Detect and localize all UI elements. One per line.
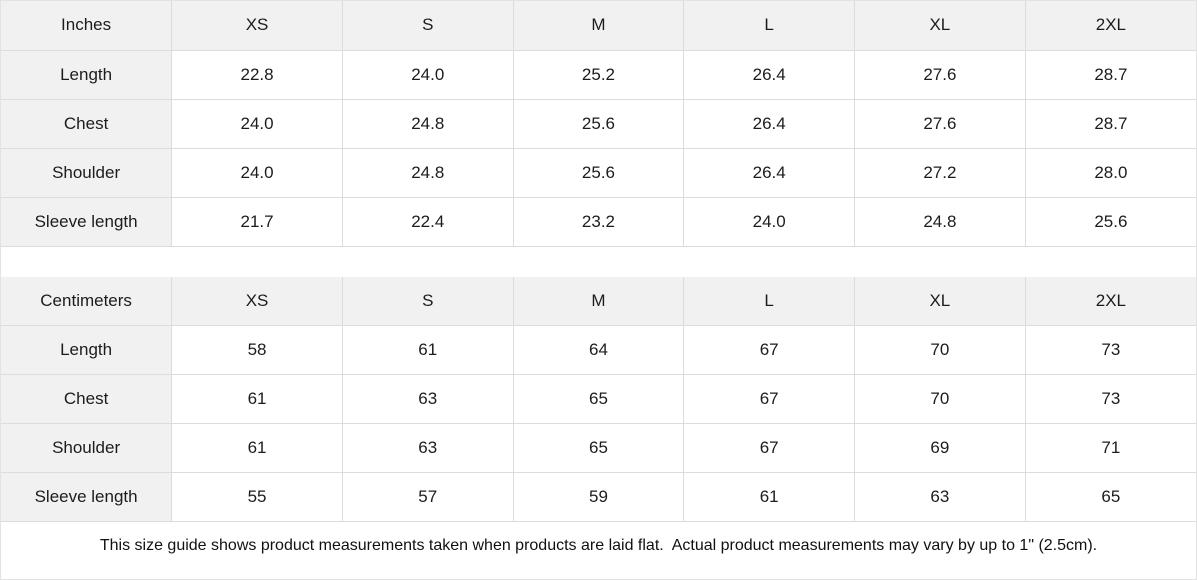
- table-header-row: Inches XS S M L XL 2XL: [1, 1, 1196, 51]
- table-row: Shoulder 61 63 65 67 69 71: [1, 423, 1196, 473]
- measurement-cell: 27.2: [854, 147, 1026, 198]
- measurement-cell: 71: [1024, 423, 1196, 473]
- table-row: Length 58 61 64 67 70 73: [1, 325, 1196, 375]
- measurement-cell: 23.2: [512, 196, 685, 247]
- measurement-cell: 63: [854, 472, 1026, 522]
- row-label: Chest: [1, 98, 173, 149]
- size-header: L: [683, 276, 856, 326]
- measurement-cell: 22.8: [171, 49, 343, 100]
- measurement-cell: 24.0: [683, 196, 856, 247]
- measurement-cell: 61: [171, 374, 343, 424]
- row-label: Length: [1, 49, 173, 100]
- measurement-cell: 24.0: [341, 49, 514, 100]
- table-row: Chest 24.0 24.8 25.6 26.4 27.6 28.7: [1, 98, 1196, 149]
- measurement-cell: 24.0: [171, 147, 343, 198]
- size-header: 2XL: [1024, 276, 1196, 326]
- measurement-cell: 21.7: [171, 196, 343, 247]
- row-label: Shoulder: [1, 423, 173, 473]
- measurement-cell: 25.2: [512, 49, 685, 100]
- measurement-cell: 69: [854, 423, 1026, 473]
- measurement-cell: 65: [1024, 472, 1196, 522]
- measurement-cell: 65: [512, 374, 685, 424]
- row-label: Chest: [1, 374, 173, 424]
- measurement-cell: 67: [683, 325, 856, 375]
- unit-header: Centimeters: [1, 276, 173, 326]
- measurement-cell: 70: [854, 325, 1026, 375]
- size-header: S: [341, 276, 514, 326]
- size-header: M: [512, 1, 685, 51]
- measurement-cell: 25.6: [512, 147, 685, 198]
- measurement-cell: 22.4: [341, 196, 514, 247]
- size-guide-note: This size guide shows product measuremen…: [99, 537, 1098, 554]
- table-row: Shoulder 24.0 24.8 25.6 26.4 27.2 28.0: [1, 147, 1196, 198]
- measurement-cell: 59: [512, 472, 685, 522]
- size-header: S: [341, 1, 514, 51]
- size-header: XL: [854, 276, 1026, 326]
- measurement-cell: 64: [512, 325, 685, 375]
- inches-table: Inches XS S M L XL 2XL Length 22.8 24.0 …: [1, 1, 1196, 247]
- measurement-cell: 63: [341, 374, 514, 424]
- row-label: Sleeve length: [1, 472, 173, 522]
- table-row: Sleeve length 55 57 59 61 63 65: [1, 472, 1196, 522]
- size-header: XL: [854, 1, 1026, 51]
- size-header: M: [512, 276, 685, 326]
- centimeters-table: Centimeters XS S M L XL 2XL Length 58 61…: [1, 276, 1196, 522]
- table-row: Sleeve length 21.7 22.4 23.2 24.0 24.8 2…: [1, 196, 1196, 247]
- measurement-cell: 26.4: [683, 98, 856, 149]
- measurement-cell: 28.0: [1024, 147, 1196, 198]
- measurement-cell: 26.4: [683, 147, 856, 198]
- table-header-row: Centimeters XS S M L XL 2XL: [1, 276, 1196, 326]
- table-spacer: [1, 246, 1196, 277]
- measurement-cell: 57: [341, 472, 514, 522]
- measurement-cell: 24.8: [854, 196, 1026, 247]
- measurement-cell: 63: [341, 423, 514, 473]
- measurement-cell: 28.7: [1024, 98, 1196, 149]
- measurement-cell: 61: [683, 472, 856, 522]
- measurement-cell: 61: [171, 423, 343, 473]
- measurement-cell: 65: [512, 423, 685, 473]
- measurement-cell: 73: [1024, 325, 1196, 375]
- footer-note-bar: This size guide shows product measuremen…: [1, 522, 1196, 570]
- measurement-cell: 67: [683, 423, 856, 473]
- measurement-cell: 25.6: [512, 98, 685, 149]
- size-header: L: [683, 1, 856, 51]
- row-label: Shoulder: [1, 147, 173, 198]
- size-header: XS: [171, 276, 343, 326]
- measurement-cell: 55: [171, 472, 343, 522]
- measurement-cell: 73: [1024, 374, 1196, 424]
- measurement-cell: 27.6: [854, 49, 1026, 100]
- measurement-cell: 67: [683, 374, 856, 424]
- measurement-cell: 25.6: [1024, 196, 1196, 247]
- measurement-cell: 28.7: [1024, 49, 1196, 100]
- row-label: Length: [1, 325, 173, 375]
- table-row: Length 22.8 24.0 25.2 26.4 27.6 28.7: [1, 49, 1196, 100]
- measurement-cell: 70: [854, 374, 1026, 424]
- measurement-cell: 24.8: [341, 98, 514, 149]
- measurement-cell: 61: [341, 325, 514, 375]
- size-header: 2XL: [1024, 1, 1196, 51]
- measurement-cell: 24.0: [171, 98, 343, 149]
- measurement-cell: 58: [171, 325, 343, 375]
- size-header: XS: [171, 1, 343, 51]
- table-row: Chest 61 63 65 67 70 73: [1, 374, 1196, 424]
- measurement-cell: 24.8: [341, 147, 514, 198]
- unit-header: Inches: [1, 1, 173, 51]
- row-label: Sleeve length: [1, 196, 173, 247]
- measurement-cell: 27.6: [854, 98, 1026, 149]
- measurement-cell: 26.4: [683, 49, 856, 100]
